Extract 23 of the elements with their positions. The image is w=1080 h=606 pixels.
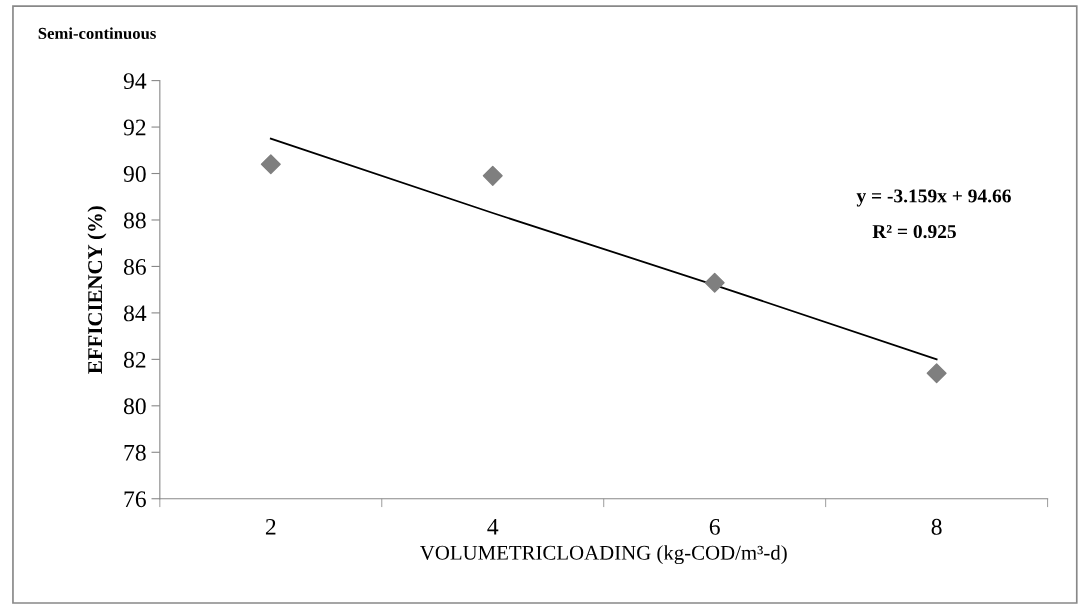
y-tick-label: 92 <box>123 119 146 136</box>
point <box>482 165 503 186</box>
annotation: y = -3.159x + 94.66 <box>856 189 1011 207</box>
annotation: R² = 0.925 <box>872 224 956 239</box>
x-axis-title: VOLUMETRICLOADING (kg-COD/m³-d) <box>420 545 787 565</box>
y-tick-label: 84 <box>123 305 147 322</box>
y-tick-label: 78 <box>124 444 146 461</box>
x-tick-label: 8 <box>931 518 942 535</box>
point <box>926 363 947 384</box>
y-tick-label: 88 <box>123 212 146 229</box>
x-tick-label: 6 <box>709 518 720 535</box>
chart-title: Semi-continuous <box>38 27 156 40</box>
y-tick-label: 86 <box>123 258 146 275</box>
y-tick-label: 82 <box>123 351 146 368</box>
y-axis-title: EFFICIENCY (%) <box>87 206 107 374</box>
point <box>260 154 281 175</box>
point <box>704 272 725 293</box>
y-tick-label: 76 <box>124 491 146 508</box>
y-tick-label: 90 <box>123 166 146 182</box>
x-tick-label: 2 <box>265 518 276 535</box>
y-tick-label: 80 <box>123 398 146 415</box>
y-tick-label: 94 <box>123 73 147 90</box>
x-tick-label: 4 <box>487 519 499 535</box>
